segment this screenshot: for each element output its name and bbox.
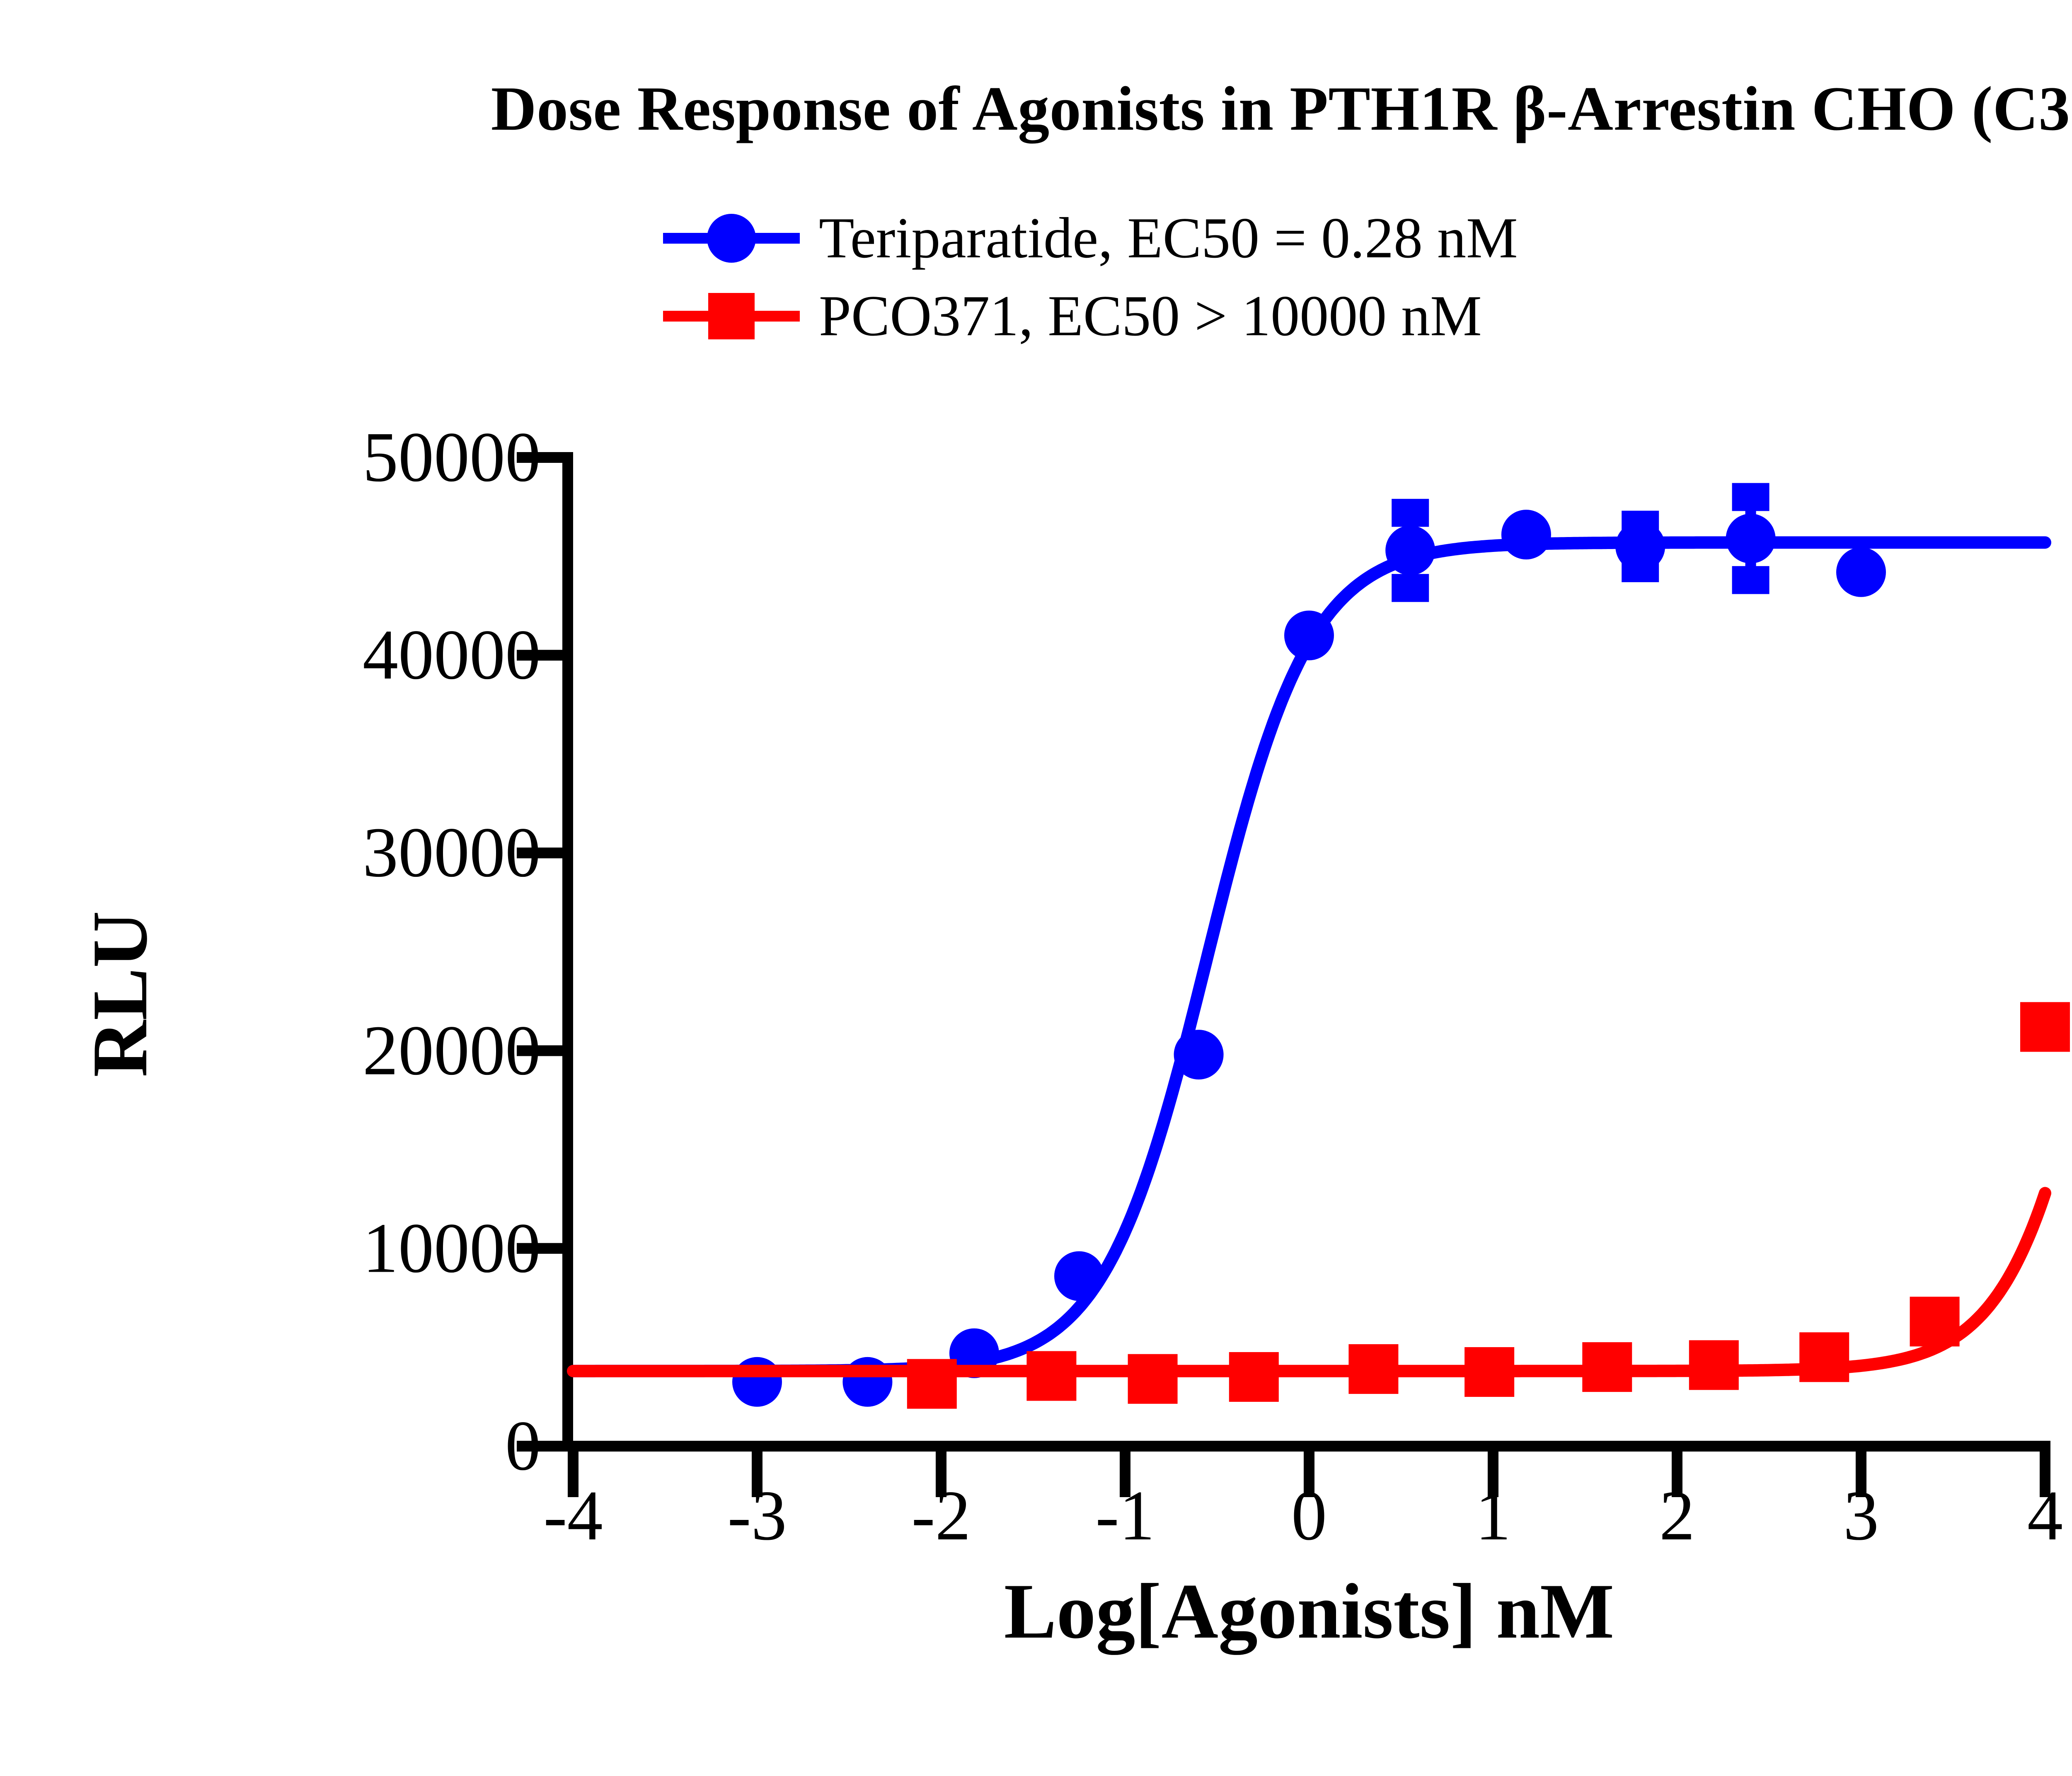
y-axis-label: RLU xyxy=(77,911,164,1077)
data-point-square xyxy=(1689,1340,1739,1390)
legend-key-pco371 xyxy=(663,285,800,347)
legend-marker-square-icon xyxy=(708,293,755,339)
data-point-square xyxy=(1910,1297,1960,1347)
legend-item-pco371: PCO371, EC50 > 10000 nM xyxy=(663,285,1518,347)
data-point-square xyxy=(2020,1002,2070,1052)
plot-svg xyxy=(517,452,2070,1497)
data-point-circle xyxy=(842,1357,893,1407)
x-axis-label: Log[Agonists] nM xyxy=(1004,1568,1615,1655)
data-point-square xyxy=(1128,1354,1178,1404)
y-tick-label: 50000 xyxy=(363,418,541,497)
y-tick-label: 40000 xyxy=(363,615,541,694)
legend-key-teriparatide xyxy=(663,207,800,269)
chart-legend: Teriparatide, EC50 = 0.28 nM PCO371, EC5… xyxy=(663,207,1518,347)
data-point-square xyxy=(1229,1352,1279,1402)
data-point-circle xyxy=(1174,1030,1224,1080)
legend-label-pco371: PCO371, EC50 > 10000 nM xyxy=(819,284,1482,348)
legend-item-teriparatide: Teriparatide, EC50 = 0.28 nM xyxy=(663,207,1518,269)
data-point-circle xyxy=(1726,513,1776,564)
data-point-square xyxy=(1464,1347,1515,1397)
data-point-circle xyxy=(1615,521,1665,571)
y-tick-label: 30000 xyxy=(363,813,541,892)
plot-area xyxy=(517,452,2070,1497)
data-point-square xyxy=(1799,1332,1849,1382)
data-point-circle xyxy=(1284,610,1334,661)
y-tick-label: 10000 xyxy=(363,1209,541,1288)
axis-lines xyxy=(517,452,2050,1497)
data-point-circle xyxy=(732,1357,782,1407)
data-point-circle xyxy=(1054,1251,1104,1301)
data-point-circle xyxy=(1385,525,1435,576)
legend-marker-circle-icon xyxy=(707,214,756,263)
legend-label-teriparatide: Teriparatide, EC50 = 0.28 nM xyxy=(819,206,1518,270)
data-point-square xyxy=(1348,1344,1399,1394)
data-point-square xyxy=(1026,1351,1077,1401)
fit-curve-teriparatide xyxy=(567,536,2051,1377)
data-series-group xyxy=(567,483,2070,1409)
data-point-square xyxy=(907,1359,957,1409)
y-tick-label: 20000 xyxy=(363,1011,541,1090)
data-point-circle xyxy=(1836,547,1886,597)
data-point-square xyxy=(1582,1342,1632,1392)
chart-title: Dose Response of Agonists in PTH1R β-Arr… xyxy=(491,74,2072,143)
data-point-circle xyxy=(1501,510,1551,560)
